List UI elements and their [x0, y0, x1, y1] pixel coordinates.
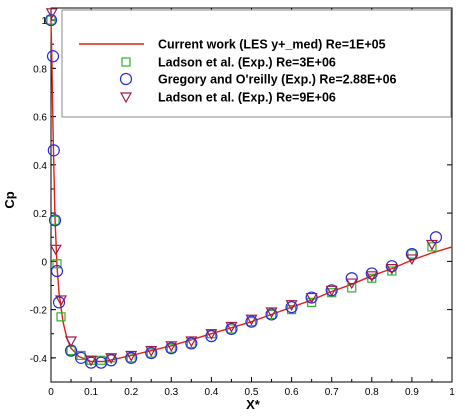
x-tick-label: 0.2 — [124, 387, 138, 398]
data-point-triangle-down — [405, 254, 418, 266]
data-point-square — [367, 273, 377, 283]
data-point-triangle-down — [345, 278, 358, 290]
data-point-circle — [345, 272, 358, 285]
data-point-triangle-down — [185, 336, 198, 348]
x-tick-label: 0.5 — [245, 387, 259, 398]
data-point-triangle-down — [145, 346, 158, 357]
data-point-triangle-down — [165, 341, 178, 353]
data-point-square — [327, 288, 337, 298]
data-point-triangle-down — [55, 295, 68, 307]
x-tick-label: 0 — [48, 387, 54, 398]
y-tick-label: -0.4 — [30, 354, 48, 365]
data-point-square — [56, 312, 66, 322]
data-point-square — [76, 350, 86, 361]
data-point-circle — [44, 13, 58, 27]
legend: Current work (LES y+_med) Re=1E+05 Ladson… — [79, 38, 397, 105]
data-point-circle — [385, 260, 398, 273]
data-point-circle — [105, 354, 118, 367]
x-tick-label: 0.1 — [84, 387, 98, 398]
data-point-square — [427, 242, 437, 252]
data-point-circle — [285, 301, 298, 314]
x-tick-label: 0.6 — [285, 387, 299, 398]
data-point-square — [287, 305, 297, 315]
data-point-circle — [145, 346, 158, 360]
data-point-circle — [48, 214, 62, 227]
x-tick-label: 0.3 — [164, 387, 178, 398]
data-point-square — [226, 324, 237, 334]
data-point-triangle-down — [205, 329, 218, 340]
data-point-square — [126, 353, 136, 363]
data-point-circle — [46, 50, 60, 63]
data-point-circle — [405, 248, 418, 261]
legend-marker-square — [121, 57, 131, 67]
data-point-triangle-down — [49, 244, 62, 256]
x-tick-label: 1 — [449, 387, 455, 398]
y-tick-label: 0.6 — [33, 113, 47, 124]
legend-entry-label: Current work (LES y+_med) Re=1E+05 — [158, 38, 386, 52]
data-point-triangle-down — [65, 336, 78, 348]
data-point-square — [186, 338, 196, 348]
y-tick-label: 0.4 — [33, 161, 47, 172]
legend-marker-triangle-down — [119, 92, 133, 104]
y-tick-label: 0.8 — [33, 64, 47, 75]
data-point-triangle-down — [385, 263, 398, 275]
y-tick-label: 0.2 — [33, 209, 47, 220]
legend-entry-label: Ladson et al. (Exp.) Re=3E+06 — [158, 56, 336, 70]
data-point-square — [387, 266, 397, 276]
data-point-square — [146, 348, 156, 358]
data-point-circle — [245, 315, 258, 328]
data-point-square — [246, 317, 257, 327]
legend-marker-circle — [119, 72, 133, 86]
data-point-triangle-down — [305, 292, 318, 304]
x-tick-label: 0.9 — [405, 387, 419, 398]
x-tick-label: 0.4 — [204, 387, 218, 398]
data-point-square — [52, 259, 62, 269]
legend-entry-label: Gregory and O'reilly (Exp.) Re=2.88E+06 — [158, 73, 397, 87]
data-point-circle — [84, 356, 98, 369]
data-point-circle — [365, 267, 378, 280]
data-point-circle — [125, 351, 138, 364]
series-layer — [44, 8, 453, 369]
data-point-circle — [165, 342, 178, 355]
data-point-square — [307, 297, 317, 307]
data-point-circle — [205, 330, 218, 343]
y-axis-label: Cp — [2, 191, 17, 208]
data-point-circle — [52, 296, 66, 309]
data-point-square — [266, 309, 277, 320]
data-point-square — [407, 249, 417, 259]
y-tick-label: 1 — [41, 16, 47, 27]
y-tick-label: -0.2 — [30, 306, 48, 317]
data-point-triangle-down — [225, 321, 238, 333]
data-point-triangle-down — [325, 285, 338, 297]
data-point-triangle-down — [125, 350, 138, 362]
data-point-circle — [47, 144, 60, 157]
data-point-circle — [225, 322, 238, 336]
data-point-triangle-down — [365, 271, 378, 283]
x-axis-label: X* — [246, 397, 261, 412]
y-tick-label: 0 — [41, 257, 47, 268]
data-point-triangle-down — [425, 239, 438, 251]
data-point-square — [50, 215, 60, 225]
data-point-triangle-down — [105, 353, 118, 365]
data-point-triangle-down — [45, 8, 58, 20]
data-point-triangle-down — [245, 314, 258, 326]
legend-box — [61, 9, 452, 118]
x-tick-label: 0.7 — [325, 387, 339, 398]
legend-entry-label: Ladson et al. (Exp.) Re=9E+06 — [158, 91, 336, 105]
data-point-triangle-down — [285, 300, 298, 312]
data-point-triangle-down — [85, 355, 98, 367]
data-point-circle — [185, 337, 198, 350]
x-tick-label: 0.8 — [365, 387, 379, 398]
data-point-square — [166, 343, 176, 353]
data-point-circle — [50, 264, 64, 278]
data-point-circle — [265, 308, 278, 321]
data-point-triangle-down — [265, 307, 278, 319]
